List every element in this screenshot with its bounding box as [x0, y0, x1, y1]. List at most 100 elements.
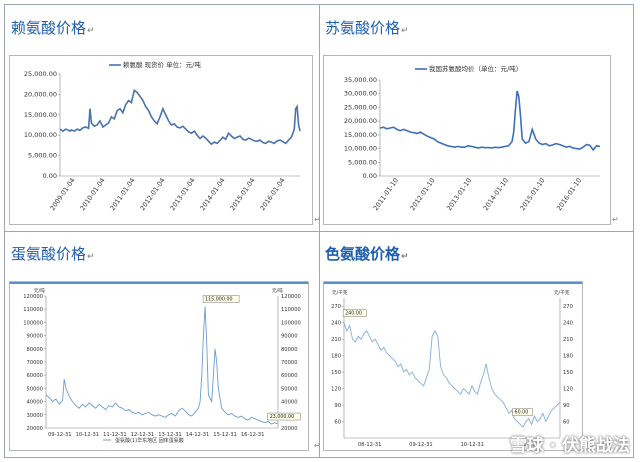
chart-top-bar	[324, 282, 582, 284]
annotation-label: 115,000.00	[205, 297, 232, 303]
series-line	[59, 88, 301, 146]
x-tick-label: 10-12-31	[76, 432, 100, 438]
x-tick-label: 11-12-31	[512, 442, 536, 448]
y-tick-label: 10,000.00	[24, 131, 57, 139]
chart-svg: 120000 110000 100000 90000 80000 70000 60000 50…	[10, 282, 308, 444]
y-tick-label: 180	[331, 354, 341, 360]
annotation-box	[267, 412, 301, 421]
paragraph-mark: ↵	[87, 252, 95, 262]
chart-svg: 270 240 210 180 150 120 90 60 270 240 210 180 150 120…	[324, 282, 582, 448]
x-tick-label: 08-12-31	[358, 442, 382, 448]
x-tick-label: 2016-01-04	[258, 177, 286, 213]
x-tick-label: 12-12-31	[131, 432, 155, 438]
y-tick-label: 20,000.00	[24, 90, 57, 98]
x-tick-label: 2011-01-04	[108, 177, 136, 213]
y-tick-label: 5,000.00	[28, 152, 57, 160]
y-tick-label-right: 120000	[281, 294, 301, 300]
legend-label: 我国苏氨酸均价（单位：元/吨）	[429, 64, 522, 73]
y-tick-label: 10,000.00	[344, 145, 377, 153]
x-tick-label: 2014-01-10	[482, 177, 510, 213]
y-tick-label: 60000	[26, 373, 43, 379]
x-tick-label: 09-12-31	[48, 432, 72, 438]
y-tick-label: 110000	[23, 307, 43, 313]
paragraph-mark: ↵	[87, 26, 95, 36]
x-tick-label: 2015-01-10	[518, 177, 546, 213]
y-tick-label-right: 60000	[281, 373, 298, 379]
watermark-text: 雪球 · 伏熊战法	[509, 436, 630, 456]
y-tick-label: 15,000.00	[344, 131, 377, 139]
x-tick-label: 16-12-31	[241, 432, 265, 438]
x-tick-label: 2016-01-10	[555, 177, 583, 213]
y-tick-label: 0.00	[43, 172, 57, 180]
series-line	[343, 322, 561, 428]
y-tick-label-right: 70000	[281, 360, 298, 366]
tryptophan-price-chart: 270 240 210 180 150 120 90 60 270 240 210 180 150 120…	[323, 281, 583, 451]
cell-title-threonine: 苏氨酸价格↵	[325, 19, 409, 37]
y-axis-unit-right: 元/千克	[554, 289, 570, 296]
x-tick-label: 2010-01-04	[78, 177, 106, 213]
y-tick-label: 240	[331, 321, 341, 327]
x-tick-label: 2014-01-04	[198, 177, 226, 213]
y-tick-label-right: 180	[563, 354, 573, 360]
y-tick-label: 90	[334, 403, 341, 409]
annotation-label: 60.00	[515, 410, 529, 416]
lysine-price-chart: 25,000.00 20,000.00 15,000.00 10,000.00 5,00…	[9, 55, 313, 225]
x-tick-label: 2015-01-04	[228, 177, 256, 213]
y-tick-label: 20000	[26, 426, 43, 432]
cell-title-lysine: 赖氨酸价格↵	[11, 19, 95, 37]
y-tick-label: 40000	[26, 400, 43, 406]
legend-label: 蛋氨酸(1)华东地区 固体蛋氨酸	[115, 437, 184, 444]
y-tick-label: 5,000.00	[348, 158, 377, 166]
y-tick-label-right: 80000	[281, 347, 298, 353]
chart-top-bar	[10, 282, 308, 284]
annotation-box	[342, 309, 367, 317]
x-tick-label: 2012-01-04	[138, 177, 166, 213]
table-divider-horizontal	[5, 231, 633, 232]
cell-end-mark: ↵	[314, 215, 321, 224]
y-tick-label: 210	[331, 337, 341, 343]
y-tick-label: 120000	[23, 294, 43, 300]
x-tick-label: 2009-01-04	[48, 177, 76, 213]
y-tick-label: 80000	[26, 347, 43, 353]
y-axis-unit: 元/千克	[332, 289, 348, 296]
y-tick-label: 50000	[26, 386, 43, 392]
methionine-price-chart: 120000 110000 100000 90000 80000 70000 60000 50…	[9, 281, 309, 451]
y-tick-label: 30000	[26, 413, 43, 419]
y-tick-label: 270	[331, 304, 341, 310]
series-line	[45, 306, 279, 425]
y-tick-label-right: 90000	[281, 334, 298, 340]
series-line	[379, 90, 601, 152]
legend-label: 赖氨酸 现货价 单位：元/吨	[123, 60, 201, 69]
annotation-label: 23,000.00	[270, 414, 294, 420]
x-tick-label: 2013-01-04	[168, 177, 196, 213]
y-tick-label: 150	[331, 370, 341, 376]
y-tick-label: 15,000.00	[24, 111, 57, 119]
x-tick-label: 2013-01-10	[445, 177, 473, 213]
threonine-price-chart: 35,000.00 30,000.00 25,000.00 20,000.00 15,0…	[323, 55, 611, 225]
cell-end-mark: ↵	[314, 441, 321, 450]
cell-title-methionine: 蛋氨酸价格↵	[11, 245, 95, 263]
y-tick-label: 70000	[26, 360, 43, 366]
paragraph-mark: ↵	[401, 252, 409, 262]
y-tick-label-right: 120	[563, 387, 573, 393]
cell-end-mark: ↵	[612, 215, 619, 224]
y-tick-label: 25,000.00	[24, 70, 57, 78]
x-tick-label: 2012-01-10	[408, 177, 436, 213]
chart-svg: 35,000.00 30,000.00 25,000.00 20,000.00 15,0…	[344, 64, 601, 213]
x-tick-label: 14-12-31	[186, 432, 210, 438]
cell-title-tryptophan: 色氨酸价格↵	[325, 245, 409, 263]
y-tick-label: 120	[331, 387, 341, 393]
y-tick-label-right: 50000	[281, 386, 298, 392]
y-tick-label-right: 20000	[281, 426, 298, 432]
y-tick-label-right: 100000	[281, 320, 301, 326]
y-tick-label-right: 240	[563, 321, 573, 327]
x-tick-label: 09-12-31	[409, 442, 433, 448]
y-tick-label-right: 270	[563, 304, 573, 310]
y-tick-label: 100000	[23, 320, 43, 326]
chart-svg: 25,000.00 20,000.00 15,000.00 10,000.00 5,00…	[24, 60, 301, 213]
y-axis-unit: 元/吨	[34, 287, 45, 294]
y-tick-label: 60	[334, 420, 341, 426]
y-tick-label-right: 60	[563, 420, 570, 426]
y-tick-label: 0.00	[363, 172, 377, 180]
y-tick-label: 25,000.00	[344, 103, 377, 111]
